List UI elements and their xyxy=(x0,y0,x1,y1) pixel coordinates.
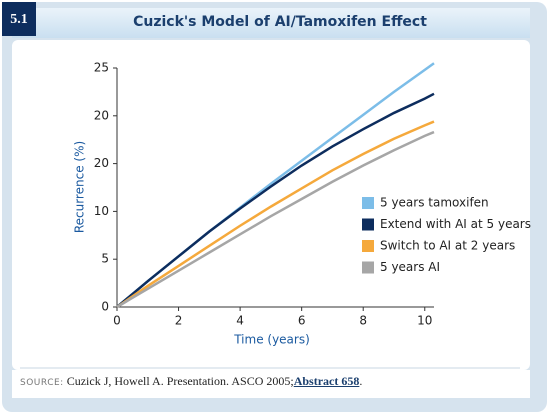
legend-swatch xyxy=(362,240,374,252)
legend-swatch xyxy=(362,218,374,231)
y-tick-label: 10 xyxy=(94,204,109,218)
source-panel xyxy=(12,370,530,398)
badge xyxy=(2,2,36,36)
x-tick-label: 4 xyxy=(236,314,244,328)
y-tick-label: 20 xyxy=(94,156,109,170)
y-tick-label: 20 xyxy=(94,108,109,122)
x-tick-label: 2 xyxy=(175,314,183,328)
legend-label: Switch to AI at 2 years xyxy=(380,239,515,253)
source-text: Cuzick J, Howell A. Presentation. ASCO 2… xyxy=(66,374,294,388)
legend-label: Extend with AI at 5 years xyxy=(380,217,531,231)
legend-swatch xyxy=(362,261,374,274)
legend-label: 5 years AI xyxy=(380,260,440,274)
y-tick-label: 25 xyxy=(94,61,109,75)
line xyxy=(116,130,435,309)
legend-label: 5 years tamoxifen xyxy=(380,196,489,210)
x-tick-label: 10 xyxy=(417,314,432,328)
source: SOURCE: Cuzick J, Howell A. Presentation… xyxy=(20,374,362,389)
source-link[interactable]: Abstract 658 xyxy=(293,374,360,388)
y-axis-label: Recurrence (%) xyxy=(73,141,87,233)
x-axis-label: Time (years) xyxy=(233,333,310,347)
x-tick-label: 0 xyxy=(113,314,121,328)
line xyxy=(116,92,435,308)
line xyxy=(116,120,435,309)
source-label: SOURCE: xyxy=(20,378,64,388)
legend-swatch xyxy=(362,197,374,209)
x-tick-label: 6 xyxy=(298,314,306,328)
x-tick-label: 8 xyxy=(359,314,367,328)
y-tick-label: 5 xyxy=(101,252,109,266)
figure-number: 5.1 xyxy=(10,12,28,27)
source-end: . xyxy=(359,374,363,388)
y-tick-label: 0 xyxy=(101,300,109,314)
chart-title: Cuzick's Model of AI/Tamoxifen Effect xyxy=(133,14,427,30)
header-band xyxy=(12,8,530,38)
